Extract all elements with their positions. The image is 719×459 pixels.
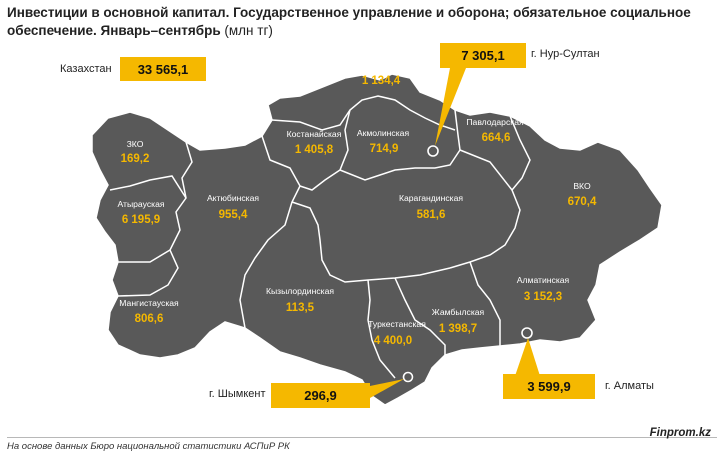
- brand-logo: Finprom.kz: [649, 427, 711, 439]
- region-name-karaganda: Карагандинская: [399, 193, 463, 203]
- total-label: Казахстан: [60, 63, 112, 75]
- nur-sultan-marker: [427, 145, 439, 157]
- footer-divider: [7, 437, 717, 438]
- region-name-zko: ЗКО: [127, 139, 144, 149]
- nur-sultan-value: 7 305,1: [440, 43, 526, 68]
- shymkent-label: г. Шымкент: [209, 388, 266, 400]
- country-outline: [91, 73, 663, 406]
- region-value-pavlodar: 664,6: [482, 132, 511, 144]
- region-value-mangystau: 806,6: [135, 313, 164, 325]
- region-name-sko: СКО: [371, 60, 389, 70]
- region-name-zhambyl: Жамбылская: [432, 307, 485, 317]
- shymkent-value: 296,9: [271, 383, 370, 408]
- region-value-kostanay: 1 405,8: [295, 144, 334, 156]
- region-name-kyzylorda: Кызылординская: [266, 286, 334, 296]
- region-value-aktobe: 955,4: [219, 209, 248, 221]
- region-name-atyrau: Атырауская: [118, 199, 165, 209]
- region-value-akmola: 714,9: [370, 143, 399, 155]
- almaty-marker: [521, 327, 533, 339]
- title-unit: (млн тг): [224, 23, 273, 38]
- region-value-atyrau: 6 195,9: [122, 214, 160, 226]
- shymkent-marker: [402, 371, 414, 383]
- almaty-label: г. Алматы: [605, 380, 654, 392]
- region-name-vko: ВКО: [573, 181, 591, 191]
- region-labels: СКО 1 134,4 Костанайская 1 405,8 Акмолин…: [118, 60, 597, 347]
- shymkent-pointer: [370, 379, 404, 398]
- source-note: На основе данных Бюро национальной стати…: [7, 441, 290, 452]
- region-value-sko: 1 134,4: [362, 75, 401, 87]
- region-name-akmola: Акмолинская: [357, 128, 410, 138]
- almaty-value: 3 599,9: [503, 374, 595, 399]
- nur-sultan-pointer: [435, 68, 466, 146]
- region-name-aktobe: Актюбинская: [207, 193, 259, 203]
- region-name-mangystau: Мангистауская: [119, 298, 179, 308]
- nur-sultan-label: г. Нур-Султан: [531, 48, 600, 60]
- region-value-turkestan: 4 400,0: [374, 335, 412, 347]
- chart-title: Инвестиции в основной капитал. Государст…: [7, 4, 707, 40]
- region-name-turkestan: Туркестанская: [368, 319, 426, 329]
- total-value: 33 565,1: [120, 57, 206, 81]
- title-text: Инвестиции в основной капитал. Государст…: [7, 5, 691, 38]
- region-name-kostanay: Костанайская: [287, 129, 342, 139]
- almaty-pointer: [515, 338, 540, 376]
- region-name-almaty-region: Алматинская: [517, 275, 570, 285]
- region-borders: [109, 95, 531, 379]
- region-value-kyzylorda: 113,5: [286, 302, 315, 314]
- region-name-pavlodar: Павлодарская: [466, 117, 524, 127]
- region-value-zhambyl: 1 398,7: [439, 323, 477, 335]
- region-value-almaty-region: 3 152,3: [524, 291, 562, 303]
- region-value-vko: 670,4: [568, 196, 597, 208]
- region-value-karaganda: 581,6: [417, 209, 446, 221]
- region-value-zko: 169,2: [121, 153, 150, 165]
